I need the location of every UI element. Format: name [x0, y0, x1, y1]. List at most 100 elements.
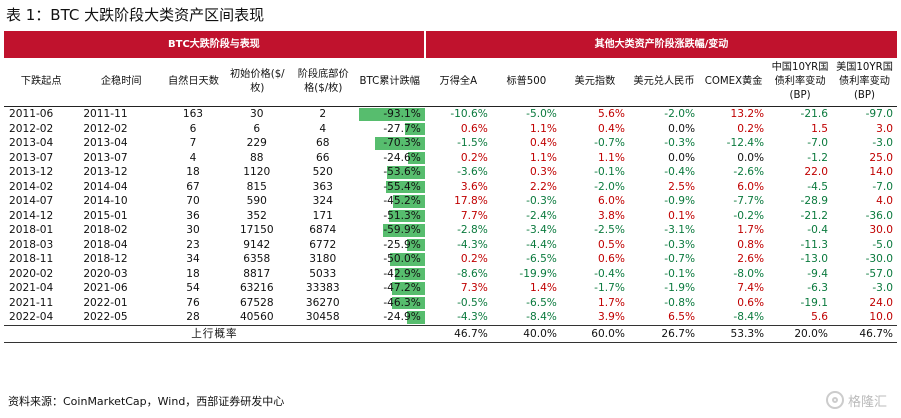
- table-cell: -3.4%: [526, 224, 557, 237]
- table-cell: -59.9%: [355, 223, 425, 238]
- table-cell: -42.9%: [355, 267, 425, 282]
- table-title: 表 1：BTC 大跌阶段大类资产区间表现: [6, 6, 265, 24]
- table-cell: 63216: [239, 282, 274, 295]
- table-cell: 0.6%: [460, 122, 488, 135]
- table-cell: -57.0: [865, 267, 893, 280]
- table-cell: -21.2: [800, 209, 828, 222]
- btc-drop-value: -27.7%: [383, 122, 421, 135]
- table-row: 2020-02 2020-03 18 8817 5033 -42.9% -8.6% -19.9…: [4, 267, 897, 282]
- table-cell: -25.9%: [355, 238, 425, 253]
- table-cell: 68: [315, 137, 330, 150]
- table-cell: -8.4%: [526, 311, 557, 324]
- table-row: 2014-07 2014-10 70 590 324 -45.2% 17.8% -0.3% 6.…: [4, 194, 897, 209]
- table-cell: 1.1%: [529, 122, 557, 135]
- table-cell: 0.1%: [668, 209, 696, 222]
- table-cell: -3.1%: [664, 224, 696, 237]
- table-cell: -0.7%: [594, 137, 625, 150]
- watermark: 格隆汇: [825, 389, 887, 411]
- table-cell: 2018-11: [9, 253, 54, 266]
- table-cell: -1.2: [807, 151, 828, 164]
- table-cell: 2021-04: [9, 282, 54, 295]
- btc-drop-bar: [393, 195, 425, 208]
- btc-drop-bar: [389, 253, 425, 266]
- table-cell: -8.0%: [733, 267, 765, 280]
- table-cell: 2012-02: [83, 122, 128, 135]
- table-cell: -1.5%: [457, 137, 488, 150]
- table-cell: 2018-01: [9, 224, 54, 237]
- table-cell: 1.7%: [598, 296, 625, 309]
- table-cell: -8.4%: [733, 311, 765, 324]
- table-cell: 2013-12: [83, 166, 128, 179]
- table-row: 2014-12 2015-01 36 352 171 -51.3% 7.7% -2.4% 3.8…: [4, 209, 897, 224]
- table-row: 2018-01 2018-02 30 17150 6874 -59.9% -2.8% -3.4…: [4, 223, 897, 238]
- table-cell: 1120: [243, 166, 271, 179]
- table-row: 2021-11 2022-01 76 67528 36270 -46.3% -0.5% -6.…: [4, 296, 897, 311]
- btc-drop-bar: [382, 224, 425, 237]
- col-header-us10y: 美国10YR国债利率变动(BP): [831, 58, 897, 107]
- table-cell: 3.9%: [598, 311, 625, 324]
- table-cell: -53.6%: [355, 165, 425, 180]
- table-cell: 2014-02: [9, 180, 54, 193]
- table-cell: 30458: [305, 311, 340, 324]
- table-cell: 5.6: [811, 311, 828, 324]
- btc-drop-value: -55.4%: [383, 180, 421, 193]
- table-cell: -0.8%: [664, 296, 696, 309]
- table-cell: 2013-07: [83, 151, 128, 164]
- table-cell: 2018-12: [83, 253, 128, 266]
- table-cell: -97.0: [865, 108, 893, 121]
- group-header-other-assets: 其他大类资产阶段涨跌幅/变动: [423, 31, 897, 58]
- table-cell: -13.0: [800, 253, 828, 266]
- table-cell: -4.4%: [526, 238, 557, 251]
- table-cell: 30.0: [869, 224, 893, 237]
- table-cell: 1.4%: [529, 282, 557, 295]
- btc-drop-bar: [391, 282, 425, 295]
- btc-drop-value: -53.6%: [383, 166, 421, 179]
- table-cell: 70: [186, 195, 200, 208]
- table-cell: -0.3%: [664, 137, 696, 150]
- table-cell: 18: [186, 166, 200, 179]
- table-cell: -6.3: [807, 282, 828, 295]
- table-cell: 22.0: [804, 166, 828, 179]
- table-cell: 67: [186, 180, 200, 193]
- btc-drop-bar: [405, 122, 425, 135]
- table-cell: 7.3%: [460, 282, 488, 295]
- table-cell: 6874: [309, 224, 337, 237]
- table-cell: 6: [253, 122, 261, 135]
- btc-drop-value: -50.0%: [383, 253, 421, 266]
- table-cell: -5.0%: [526, 108, 557, 121]
- table-cell: 2018-03: [9, 238, 54, 251]
- col-header-dxy: 美元指数: [560, 58, 629, 107]
- table-cell: 2021-06: [83, 282, 128, 295]
- table-cell: 2012-02: [9, 122, 54, 135]
- table-cell: -4.3%: [457, 238, 488, 251]
- btc-drop-value: -51.3%: [383, 209, 421, 222]
- table-cell: 18: [186, 267, 200, 280]
- table-cell: -30.0: [865, 253, 893, 266]
- table-cell: 14.0: [869, 166, 893, 179]
- table-row: 2022-04 2022-05 28 40560 30458 -24.9% -4.3% -8.…: [4, 310, 897, 325]
- table-cell: -24.9%: [355, 310, 425, 325]
- btc-drop-value: -24.6%: [383, 151, 421, 164]
- upside-probability-value: 20.0%: [768, 324, 832, 343]
- table-cell: 2013-12: [9, 166, 54, 179]
- table-cell: -6.5%: [526, 296, 557, 309]
- table-cell: 2020-02: [9, 267, 54, 280]
- btc-drop-bar: [375, 137, 425, 150]
- table-cell: 0.5%: [598, 238, 625, 251]
- table-cell: 6: [189, 122, 197, 135]
- table-cell: -7.0: [872, 180, 893, 193]
- source-note: 资料来源：CoinMarketCap，Wind，西部证券研发中心: [8, 395, 285, 408]
- table-cell: -4.3%: [457, 311, 488, 324]
- table-cell: 0.4%: [529, 137, 557, 150]
- col-header-cn10y: 中国10YR国债利率变动(BP): [768, 58, 832, 107]
- table-cell: 2014-04: [83, 180, 128, 193]
- table-cell: -0.5%: [457, 296, 488, 309]
- table-cell: 17150: [239, 224, 274, 237]
- table-row: 2021-04 2021-06 54 63216 33383 -47.2% 7.3% 1.4%…: [4, 281, 897, 296]
- table-cell: -45.2%: [355, 194, 425, 209]
- table-cell: 67528: [239, 296, 274, 309]
- table-cell: 34: [186, 253, 200, 266]
- table-cell: 8817: [243, 267, 271, 280]
- table-cell: 2013-04: [9, 137, 54, 150]
- upside-probability-value: 46.7%: [424, 324, 492, 343]
